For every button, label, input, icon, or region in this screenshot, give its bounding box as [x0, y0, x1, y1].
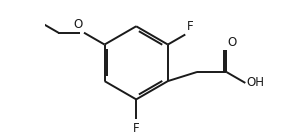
Text: F: F: [187, 20, 193, 33]
Text: F: F: [133, 122, 139, 135]
Text: O: O: [73, 18, 83, 31]
Text: OH: OH: [247, 76, 265, 89]
Text: O: O: [228, 36, 237, 49]
